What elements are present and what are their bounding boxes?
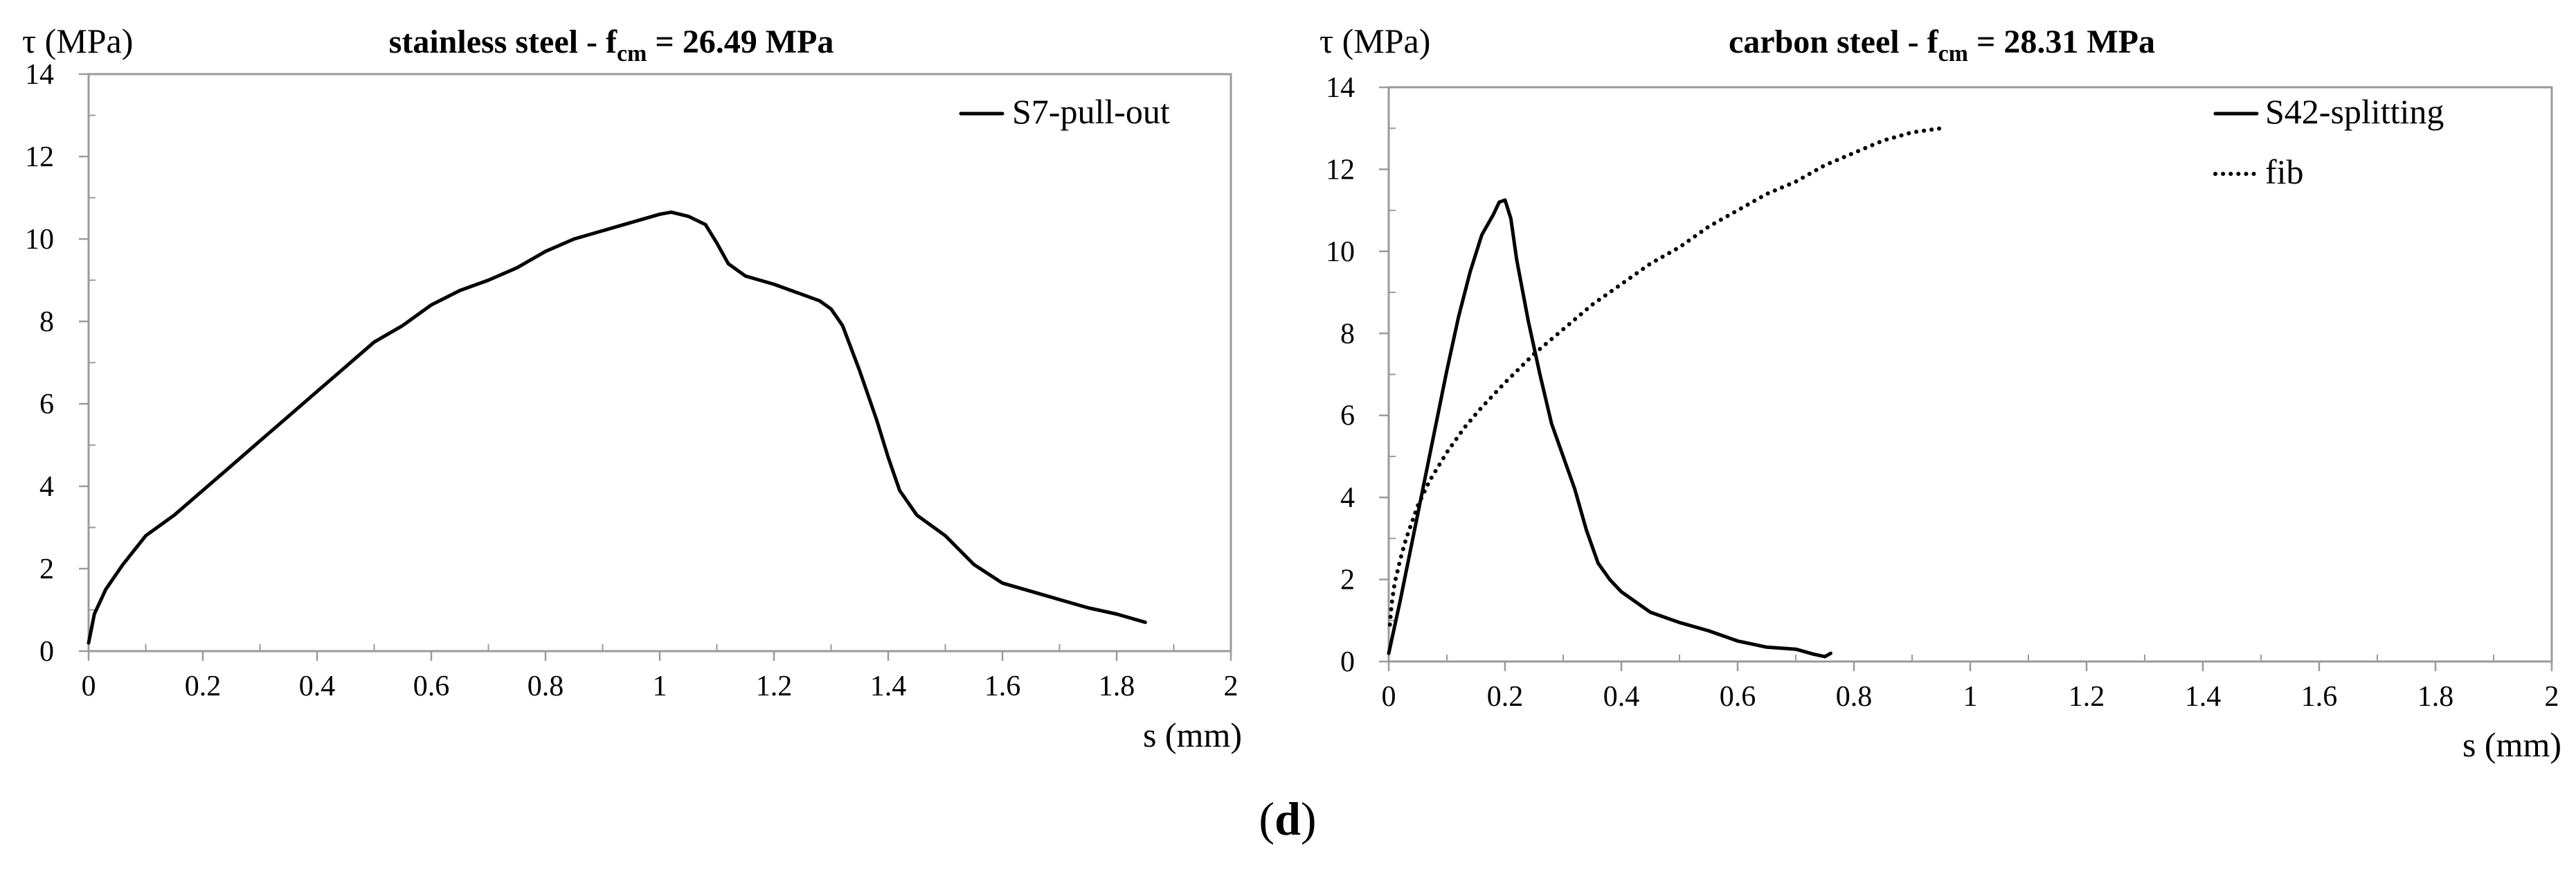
chart1-xlabel: s (mm) <box>1143 716 1242 754</box>
chart1-y-tick-label: 12 <box>25 141 54 173</box>
chart1-ylabel: τ (MPa) <box>22 21 133 60</box>
chart1-y-tick-label: 2 <box>39 553 54 585</box>
chart2-x-tick-label: 0 <box>1382 681 1396 713</box>
chart1-series-s7-pull-out <box>87 210 1147 645</box>
chart1-y-tick-label: 8 <box>39 306 54 338</box>
chart1-plot-frame <box>87 73 1232 652</box>
chart2-x-tick-label: 1.2 <box>2069 681 2105 713</box>
chart1-x-tick-label: 2 <box>1224 671 1239 702</box>
chart1-x-tick-label: 1.2 <box>756 671 793 702</box>
chart1-x-tick-label: 0.2 <box>185 671 222 702</box>
chart1-x-tick-label: 1 <box>653 671 667 702</box>
chart2-series-fib <box>1387 126 1943 627</box>
chart2-legend-label-fib: fib <box>2265 152 2304 191</box>
chart1-x-tick-label: 0 <box>82 671 96 702</box>
chart1-legend-label-s7-pull-out: S7-pull-out <box>1012 92 1170 131</box>
chart1-y-tick-label: 6 <box>39 389 54 420</box>
chart2-ylabel: τ (MPa) <box>1319 21 1430 60</box>
chart1-x-tick-label: 1.4 <box>870 671 907 702</box>
chart1-y-tick-label: 0 <box>39 636 54 668</box>
chart2-legend-label-s42-splitting: S42-splitting <box>2265 92 2444 131</box>
chart2-y-tick-label: 12 <box>1326 154 1355 186</box>
chart1-x-tick-label: 0.6 <box>413 671 450 702</box>
chart1-x-tick-label: 0.4 <box>299 671 336 702</box>
chart2-series-s42-splitting <box>1387 198 1832 659</box>
chart2-y-tick-label: 10 <box>1326 236 1355 268</box>
chart1-y-tick-label: 10 <box>25 224 54 256</box>
chart1-x-tick-label: 1.8 <box>1099 671 1135 702</box>
chart2-x-tick-label: 0.8 <box>1836 681 1873 713</box>
chart1-x-tick-label: 1.6 <box>984 671 1021 702</box>
chart2-plot-frame <box>1387 86 2553 663</box>
chart2-xlabel: s (mm) <box>2462 725 2561 764</box>
chart1-title: stainless steel - fcm = 26.49 MPa <box>389 24 834 66</box>
chart2-x-tick-label: 1 <box>1963 681 1978 713</box>
chart1-y-tick-label: 4 <box>39 471 54 503</box>
chart2-y-tick-label: 8 <box>1340 318 1355 350</box>
chart2-x-tick-label: 1.4 <box>2185 681 2222 713</box>
chart2-x-tick-label: 0.6 <box>1720 681 1756 713</box>
chart1-y-tick-label: 14 <box>25 59 54 91</box>
panel-label: (d) <box>1259 792 1316 845</box>
chart2-x-tick-label: 0.2 <box>1487 681 1524 713</box>
chart2-y-tick-label: 14 <box>1326 72 1355 104</box>
chart2-y-tick-label: 0 <box>1340 646 1355 678</box>
chart2-x-tick-label: 1.6 <box>2301 681 2338 713</box>
chart2-y-tick-label: 2 <box>1340 565 1355 596</box>
chart1-x-tick-label: 0.8 <box>528 671 564 702</box>
chart2-y-tick-label: 6 <box>1340 400 1355 432</box>
chart2-title: carbon steel - fcm = 28.31 MPa <box>1729 24 2155 66</box>
chart2-x-tick-label: 0.4 <box>1603 681 1640 713</box>
chart2-x-tick-label: 2 <box>2545 681 2559 713</box>
chart2-x-tick-label: 1.8 <box>2417 681 2454 713</box>
chart2-y-tick-label: 4 <box>1340 482 1355 514</box>
